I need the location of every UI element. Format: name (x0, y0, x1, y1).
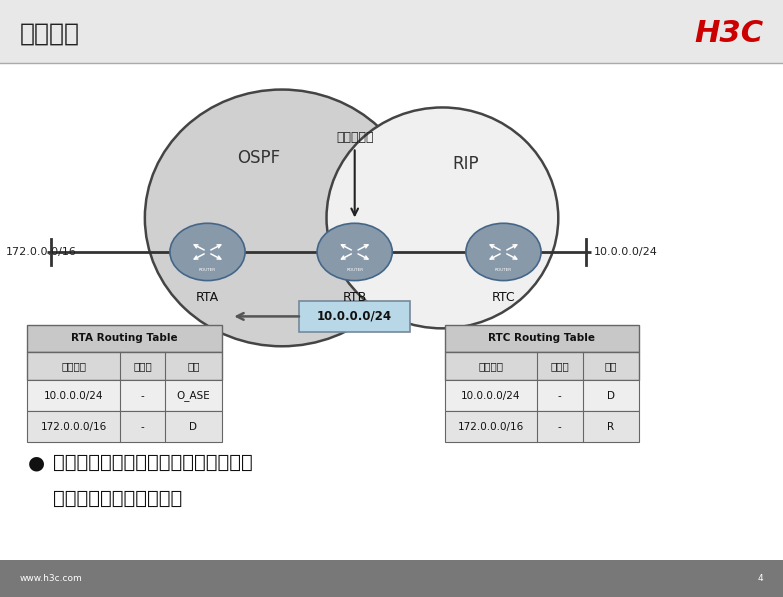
FancyBboxPatch shape (27, 325, 222, 352)
Text: 目标网络: 目标网络 (478, 361, 503, 371)
Text: -: - (558, 422, 561, 432)
FancyBboxPatch shape (299, 301, 410, 332)
Text: ROUTER: ROUTER (495, 269, 512, 272)
Text: -: - (141, 422, 144, 432)
Text: RTC Routing Table: RTC Routing Table (489, 334, 595, 343)
Text: -: - (558, 391, 561, 401)
FancyBboxPatch shape (445, 411, 639, 442)
Text: 协议的不同进程之间引入: 协议的不同进程之间引入 (53, 489, 182, 508)
Text: RTA Routing Table: RTA Routing Table (71, 334, 178, 343)
Circle shape (466, 223, 541, 281)
FancyBboxPatch shape (27, 352, 222, 380)
Text: ROUTER: ROUTER (199, 269, 216, 272)
Circle shape (317, 223, 392, 281)
Text: 172.0.0.0/16: 172.0.0.0/16 (6, 247, 78, 257)
Text: 10.0.0.0/24: 10.0.0.0/24 (317, 310, 392, 323)
Text: 来源: 来源 (604, 361, 617, 371)
Text: OSPF: OSPF (236, 149, 280, 167)
Text: 10.0.0.0/24: 10.0.0.0/24 (594, 247, 658, 257)
Text: R: R (607, 422, 615, 432)
Text: RTC: RTC (492, 291, 515, 304)
FancyBboxPatch shape (445, 352, 639, 380)
Text: D: D (607, 391, 615, 401)
FancyBboxPatch shape (0, 560, 783, 597)
Text: RTB: RTB (343, 291, 366, 304)
FancyBboxPatch shape (0, 0, 783, 63)
Ellipse shape (327, 107, 558, 328)
Text: H3C: H3C (695, 19, 763, 48)
Text: www.h3c.com: www.h3c.com (20, 574, 82, 583)
Text: RTA: RTA (196, 291, 219, 304)
Text: 从一种协议导入到另一种协议或在同种: 从一种协议导入到另一种协议或在同种 (53, 453, 253, 472)
Text: 下一跳: 下一跳 (550, 361, 569, 371)
Text: 10.0.0.0/24: 10.0.0.0/24 (461, 391, 521, 401)
Text: D: D (189, 422, 197, 432)
FancyBboxPatch shape (27, 380, 222, 411)
FancyBboxPatch shape (445, 325, 639, 352)
Text: 4: 4 (758, 574, 763, 583)
Text: RIP: RIP (453, 155, 479, 173)
FancyBboxPatch shape (445, 380, 639, 411)
Text: 来源: 来源 (187, 361, 200, 371)
Text: 172.0.0.0/16: 172.0.0.0/16 (41, 422, 106, 432)
Text: 10.0.0.0/24: 10.0.0.0/24 (44, 391, 103, 401)
Text: -: - (141, 391, 144, 401)
Text: 边界路由器: 边界路由器 (336, 131, 373, 144)
FancyBboxPatch shape (27, 411, 222, 442)
Text: 172.0.0.0/16: 172.0.0.0/16 (458, 422, 524, 432)
Circle shape (170, 223, 245, 281)
Text: 路由引入: 路由引入 (20, 21, 80, 45)
Text: O_ASE: O_ASE (176, 390, 211, 401)
Text: ●: ● (27, 453, 45, 472)
Text: 目标网络: 目标网络 (61, 361, 86, 371)
Ellipse shape (145, 90, 419, 346)
Text: 下一跳: 下一跳 (133, 361, 152, 371)
Text: ROUTER: ROUTER (346, 269, 363, 272)
